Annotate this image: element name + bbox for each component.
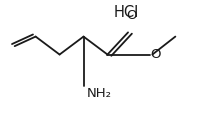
Text: O: O (149, 48, 160, 61)
Text: HCl: HCl (113, 5, 138, 20)
Text: NH₂: NH₂ (87, 87, 111, 101)
Text: O: O (126, 9, 136, 22)
